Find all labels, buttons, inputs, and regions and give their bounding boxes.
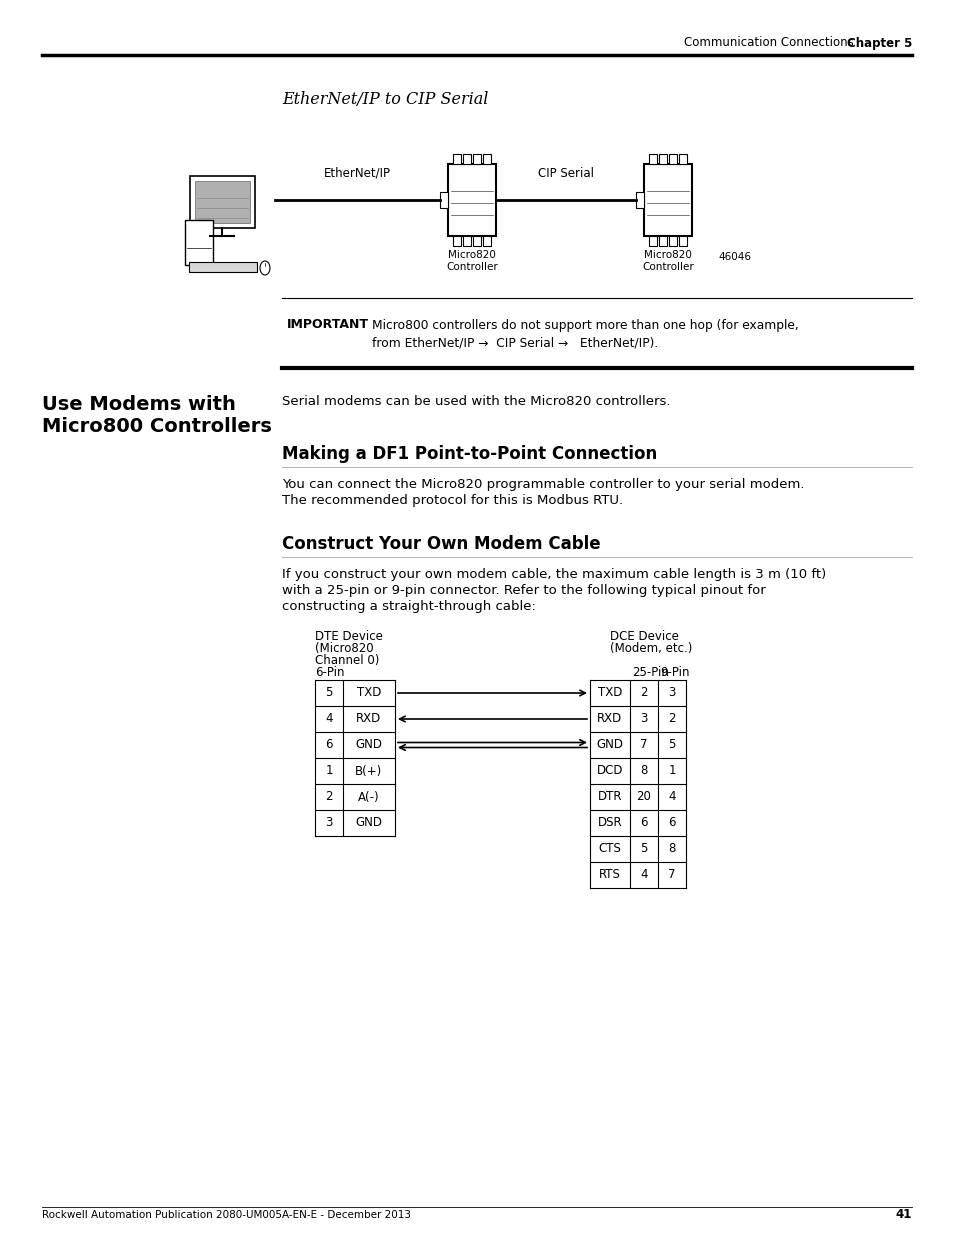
- Text: 5: 5: [668, 739, 675, 752]
- Text: Use Modems with: Use Modems with: [42, 395, 235, 414]
- Text: 3: 3: [639, 713, 647, 725]
- FancyBboxPatch shape: [194, 182, 250, 224]
- Text: The recommended protocol for this is Modbus RTU.: The recommended protocol for this is Mod…: [282, 494, 622, 508]
- Text: 6-Pin: 6-Pin: [314, 666, 344, 679]
- Text: DTE Device: DTE Device: [314, 630, 382, 643]
- Text: 41: 41: [895, 1209, 911, 1221]
- Text: Micro800 controllers do not support more than one hop (for example,: Micro800 controllers do not support more…: [372, 319, 798, 331]
- FancyBboxPatch shape: [462, 154, 471, 164]
- Text: 8: 8: [668, 842, 675, 856]
- Text: You can connect the Micro820 programmable controller to your serial modem.: You can connect the Micro820 programmabl…: [282, 478, 803, 492]
- FancyBboxPatch shape: [659, 154, 666, 164]
- FancyBboxPatch shape: [185, 220, 213, 266]
- Text: Serial modems can be used with the Micro820 controllers.: Serial modems can be used with the Micro…: [282, 395, 670, 408]
- Text: GND: GND: [355, 739, 382, 752]
- Text: from EtherNet/IP →  CIP Serial →   EtherNet/IP).: from EtherNet/IP → CIP Serial → EtherNet…: [372, 336, 658, 350]
- Text: Chapter 5: Chapter 5: [845, 37, 911, 49]
- FancyBboxPatch shape: [668, 236, 677, 246]
- FancyBboxPatch shape: [439, 191, 448, 207]
- FancyBboxPatch shape: [453, 154, 460, 164]
- FancyBboxPatch shape: [636, 191, 643, 207]
- FancyBboxPatch shape: [679, 154, 686, 164]
- Text: 6: 6: [325, 739, 333, 752]
- Text: 3: 3: [668, 687, 675, 699]
- Text: (Modem, etc.): (Modem, etc.): [609, 642, 692, 655]
- Text: 6: 6: [667, 816, 675, 830]
- Text: EtherNet/IP: EtherNet/IP: [324, 167, 391, 180]
- FancyBboxPatch shape: [482, 154, 491, 164]
- Ellipse shape: [260, 261, 270, 275]
- Text: DCE Device: DCE Device: [609, 630, 679, 643]
- Text: DCD: DCD: [597, 764, 622, 778]
- Text: DTR: DTR: [598, 790, 621, 804]
- Text: DSR: DSR: [598, 816, 621, 830]
- FancyBboxPatch shape: [473, 236, 480, 246]
- FancyBboxPatch shape: [482, 236, 491, 246]
- Text: 46046: 46046: [718, 252, 750, 262]
- Text: 2: 2: [639, 687, 647, 699]
- Text: 1: 1: [667, 764, 675, 778]
- FancyBboxPatch shape: [448, 164, 496, 236]
- FancyBboxPatch shape: [453, 236, 460, 246]
- Text: Rockwell Automation Publication 2080-UM005A-EN-E - December 2013: Rockwell Automation Publication 2080-UM0…: [42, 1210, 411, 1220]
- Text: TXD: TXD: [598, 687, 621, 699]
- FancyBboxPatch shape: [648, 154, 657, 164]
- Text: (Micro820: (Micro820: [314, 642, 374, 655]
- Text: CIP Serial: CIP Serial: [537, 167, 594, 180]
- Text: Channel 0): Channel 0): [314, 655, 379, 667]
- Text: 9-Pin: 9-Pin: [659, 666, 689, 679]
- Text: A(-): A(-): [357, 790, 379, 804]
- Text: 2: 2: [325, 790, 333, 804]
- Text: 7: 7: [667, 868, 675, 882]
- FancyBboxPatch shape: [659, 236, 666, 246]
- FancyBboxPatch shape: [189, 262, 256, 272]
- FancyBboxPatch shape: [679, 236, 686, 246]
- Text: GND: GND: [596, 739, 623, 752]
- Text: 1: 1: [325, 764, 333, 778]
- Text: Making a DF1 Point-to-Point Connection: Making a DF1 Point-to-Point Connection: [282, 445, 657, 463]
- FancyBboxPatch shape: [190, 177, 254, 228]
- Text: Micro820
Controller: Micro820 Controller: [641, 249, 693, 273]
- FancyBboxPatch shape: [643, 164, 691, 236]
- Text: Communication Connections: Communication Connections: [684, 37, 857, 49]
- Text: 25-Pin: 25-Pin: [631, 666, 668, 679]
- Text: constructing a straight-through cable:: constructing a straight-through cable:: [282, 600, 536, 613]
- FancyBboxPatch shape: [668, 154, 677, 164]
- Text: 4: 4: [667, 790, 675, 804]
- Text: RTS: RTS: [598, 868, 620, 882]
- Text: Micro820
Controller: Micro820 Controller: [446, 249, 497, 273]
- Text: Construct Your Own Modem Cable: Construct Your Own Modem Cable: [282, 535, 600, 553]
- Text: with a 25-pin or 9-pin connector. Refer to the following typical pinout for: with a 25-pin or 9-pin connector. Refer …: [282, 584, 765, 597]
- FancyBboxPatch shape: [473, 154, 480, 164]
- Text: 20: 20: [636, 790, 651, 804]
- Text: 6: 6: [639, 816, 647, 830]
- Text: RXD: RXD: [356, 713, 381, 725]
- Text: 7: 7: [639, 739, 647, 752]
- Text: GND: GND: [355, 816, 382, 830]
- Text: 8: 8: [639, 764, 647, 778]
- Text: Micro800 Controllers: Micro800 Controllers: [42, 417, 272, 436]
- Text: RXD: RXD: [597, 713, 622, 725]
- Text: TXD: TXD: [356, 687, 381, 699]
- Text: B(+): B(+): [355, 764, 382, 778]
- Text: 5: 5: [325, 687, 333, 699]
- Text: 4: 4: [639, 868, 647, 882]
- Text: If you construct your own modem cable, the maximum cable length is 3 m (10 ft): If you construct your own modem cable, t…: [282, 568, 825, 580]
- FancyBboxPatch shape: [462, 236, 471, 246]
- Text: 3: 3: [325, 816, 333, 830]
- Text: 5: 5: [639, 842, 647, 856]
- Text: 2: 2: [667, 713, 675, 725]
- Text: EtherNet/IP to CIP Serial: EtherNet/IP to CIP Serial: [282, 91, 488, 109]
- Text: CTS: CTS: [598, 842, 620, 856]
- Text: 4: 4: [325, 713, 333, 725]
- FancyBboxPatch shape: [648, 236, 657, 246]
- Text: IMPORTANT: IMPORTANT: [287, 319, 369, 331]
